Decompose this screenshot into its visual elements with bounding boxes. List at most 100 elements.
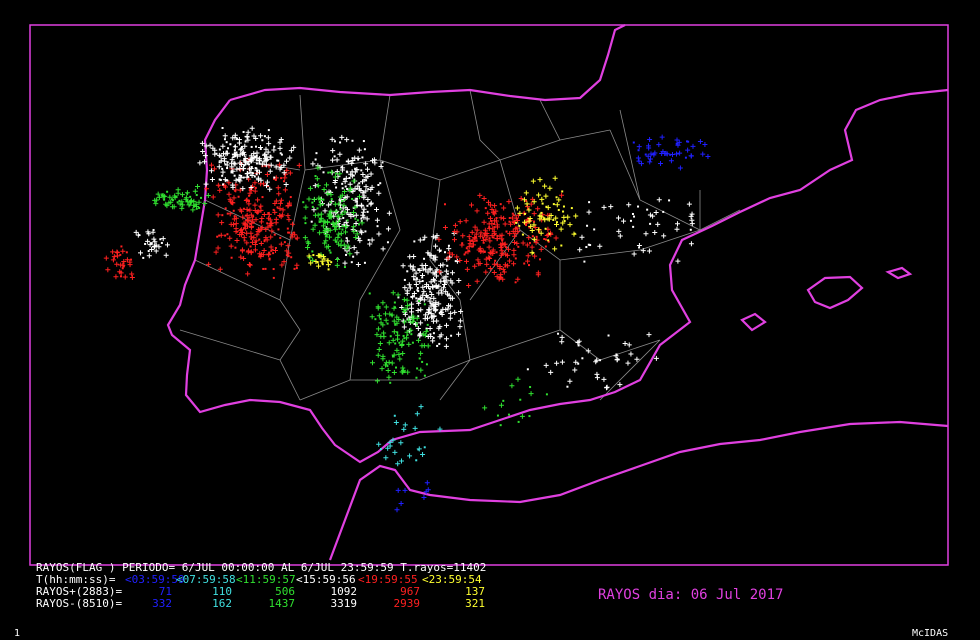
strike-cross	[442, 281, 448, 287]
strike-dot	[374, 318, 377, 321]
strike-cross	[184, 190, 190, 196]
strike-cross	[452, 309, 458, 315]
strike-cross	[454, 254, 460, 260]
strike-cross	[308, 260, 314, 266]
strike-cross	[248, 184, 254, 190]
strike-dot	[416, 367, 419, 370]
strike-cross	[406, 282, 412, 288]
strike-dot	[318, 220, 321, 223]
strike-dot	[185, 199, 188, 202]
strike-dot	[266, 222, 269, 225]
strike-cross	[464, 266, 470, 272]
strike-cross	[411, 274, 417, 280]
strike-cross	[449, 270, 455, 276]
strike-cross	[348, 212, 354, 218]
strike-dot	[288, 231, 291, 234]
strike-cross	[258, 219, 264, 225]
strike-dot	[247, 160, 250, 163]
strike-cross	[252, 247, 258, 253]
strike-dot	[282, 180, 285, 183]
strike-cross	[521, 197, 527, 203]
strike-dot	[528, 226, 531, 229]
strike-cross	[567, 378, 573, 384]
negative-label: RAYOS-(8510)=	[36, 597, 122, 610]
strike-cross	[376, 441, 382, 447]
strike-cross	[454, 229, 460, 235]
strike-dot	[684, 156, 687, 159]
strike-cross	[415, 326, 421, 332]
strike-cross	[210, 145, 216, 151]
strike-cross	[436, 301, 442, 307]
strike-cross	[661, 233, 667, 239]
strike-dot	[379, 448, 382, 451]
strike-dot	[425, 363, 428, 366]
strike-cross	[377, 341, 383, 347]
strike-cross	[520, 240, 526, 246]
strike-cross	[487, 265, 493, 271]
strike-cross	[231, 160, 237, 166]
strike-cross	[675, 142, 681, 148]
strike-cross	[351, 224, 357, 230]
strike-cross	[290, 221, 296, 227]
strike-dot	[366, 204, 369, 207]
strike-cross	[525, 204, 531, 210]
strike-cross	[276, 191, 282, 197]
strike-cross	[525, 258, 531, 264]
strike-cross	[351, 178, 357, 184]
strike-dot	[340, 211, 343, 214]
strike-dot	[418, 300, 421, 303]
strike-dot	[321, 263, 324, 266]
strike-cross	[397, 356, 403, 362]
strike-dot	[152, 228, 155, 231]
negative-count: 321	[465, 597, 485, 610]
strike-dot	[362, 191, 365, 194]
strike-dot	[160, 241, 163, 244]
strike-cross	[282, 175, 288, 181]
strike-cross	[585, 348, 591, 354]
strike-dot	[234, 246, 237, 249]
strike-cross	[272, 209, 278, 215]
strike-cross	[246, 215, 252, 221]
strike-dot	[333, 140, 336, 143]
footer-left: 1	[14, 628, 20, 639]
strike-dot	[389, 381, 392, 384]
strike-cross	[241, 255, 247, 261]
strike-dot	[511, 212, 514, 215]
strike-cross	[258, 226, 264, 232]
strike-cross	[266, 141, 272, 147]
strike-cross	[528, 391, 534, 397]
strike-dot	[493, 226, 496, 229]
strike-cross	[486, 244, 492, 250]
strike-cross	[454, 258, 460, 264]
strike-cross	[567, 222, 573, 228]
strike-cross	[251, 151, 257, 157]
strike-cross	[466, 234, 472, 240]
strike-dot	[514, 257, 517, 260]
strike-cross	[231, 216, 237, 222]
strike-cross	[258, 241, 264, 247]
strike-dot	[217, 184, 220, 187]
strike-cross	[350, 188, 356, 194]
strike-dot	[446, 264, 449, 267]
strike-cross	[411, 253, 417, 259]
strike-dot	[552, 218, 555, 221]
strike-cross	[536, 227, 542, 233]
strike-cross	[244, 230, 250, 236]
strike-cross	[302, 235, 308, 241]
strike-dot	[379, 182, 382, 185]
strike-cross	[528, 201, 534, 207]
strike-cross	[404, 297, 410, 303]
strike-dot	[358, 182, 361, 185]
strike-cross	[511, 247, 517, 253]
strike-cross	[364, 216, 370, 222]
strike-dot	[289, 204, 292, 207]
strike-dot	[355, 197, 358, 200]
strike-dot	[345, 253, 348, 256]
strike-cross	[386, 374, 392, 380]
strike-dot	[408, 304, 411, 307]
strike-dot	[122, 265, 125, 268]
strike-dot	[428, 287, 431, 290]
strike-cross	[281, 162, 287, 168]
strike-cross	[247, 166, 253, 172]
strike-cross	[288, 148, 294, 154]
